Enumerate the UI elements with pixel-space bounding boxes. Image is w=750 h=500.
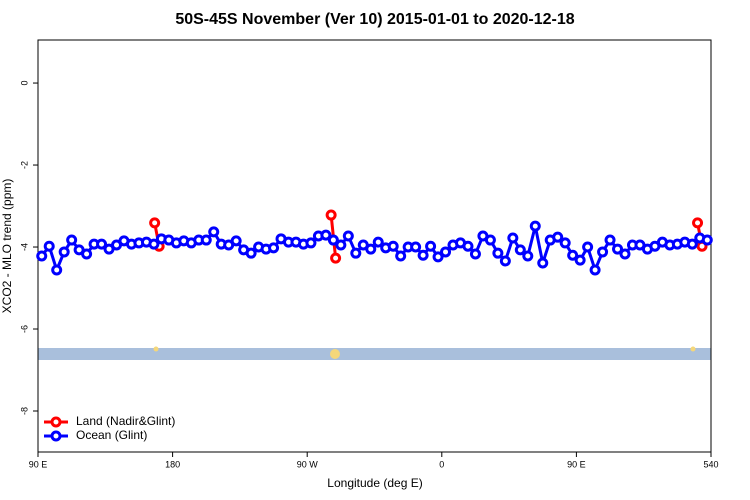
data-point <box>43 240 55 252</box>
ocean-band <box>38 348 711 360</box>
data-point <box>552 231 564 243</box>
y-axis-label: XCO2 - MLO trend (ppm) <box>0 179 14 314</box>
data-point <box>372 236 384 248</box>
data-point <box>567 249 579 261</box>
chart-title: 50S-45S November (Ver 10) 2015-01-01 to … <box>175 11 574 28</box>
y-tick-label: -8 <box>19 407 29 415</box>
y-tick-label: -4 <box>19 243 29 251</box>
data-point <box>268 242 280 254</box>
data-point <box>325 209 337 221</box>
legend-marker <box>50 416 62 428</box>
data-point <box>410 241 422 253</box>
data-point <box>320 229 332 241</box>
data-point <box>432 251 444 263</box>
data-point <box>51 264 63 276</box>
x-axis-label: Longitude (deg E) <box>327 476 422 490</box>
data-point <box>604 234 616 246</box>
data-point <box>350 247 362 259</box>
data-point <box>537 257 549 269</box>
data-point <box>200 234 212 246</box>
x-tick-label: 540 <box>703 459 718 469</box>
x-tick-label: 180 <box>165 459 180 469</box>
data-point <box>365 243 377 255</box>
y-tick-label: -2 <box>19 161 29 169</box>
data-point <box>522 250 534 262</box>
data-point <box>469 248 481 260</box>
data-point <box>574 254 586 266</box>
land-marker <box>330 349 340 359</box>
data-point <box>499 255 511 267</box>
data-point <box>440 246 452 258</box>
land-marker <box>690 346 696 352</box>
data-point <box>149 217 161 229</box>
data-point <box>701 234 713 246</box>
data-point <box>66 234 78 246</box>
data-point <box>529 220 541 232</box>
data-point <box>387 240 399 252</box>
plot-frame <box>37 39 712 453</box>
x-tick-label: 0 <box>439 459 444 469</box>
data-point <box>686 238 698 250</box>
data-point <box>81 248 93 260</box>
x-tick-label: 90 E <box>29 459 48 469</box>
legend-label: Land (Nadir&Glint) <box>76 414 175 428</box>
legend-label: Ocean (Glint) <box>76 428 147 442</box>
y-tick-label: -6 <box>19 325 29 333</box>
data-point <box>484 234 496 246</box>
data-point <box>327 234 339 246</box>
land-marker <box>153 346 159 352</box>
x-tick-label: 90 W <box>297 459 319 469</box>
data-point <box>582 241 594 253</box>
legend-marker <box>50 430 62 442</box>
data-point <box>417 249 429 261</box>
data-point <box>58 246 70 258</box>
data-point <box>335 239 347 251</box>
data-point <box>492 247 504 259</box>
data-point <box>589 264 601 276</box>
data-point <box>692 217 704 229</box>
data-point <box>148 238 160 250</box>
data-point <box>36 250 48 262</box>
y-tick-label: 0 <box>19 81 29 86</box>
data-point <box>559 237 571 249</box>
data-point <box>395 250 407 262</box>
data-point <box>612 243 624 255</box>
data-point <box>96 238 108 250</box>
x-tick-label: 90 E <box>567 459 586 469</box>
data-point <box>425 240 437 252</box>
data-point <box>230 235 242 247</box>
data-point <box>305 237 317 249</box>
data-point <box>619 248 631 260</box>
data-point <box>597 246 609 258</box>
data-point <box>208 226 220 238</box>
data-point <box>507 232 519 244</box>
data-point <box>342 230 354 242</box>
data-point <box>514 244 526 256</box>
data-point <box>245 247 257 259</box>
data-point <box>462 240 474 252</box>
data-point <box>330 252 342 264</box>
